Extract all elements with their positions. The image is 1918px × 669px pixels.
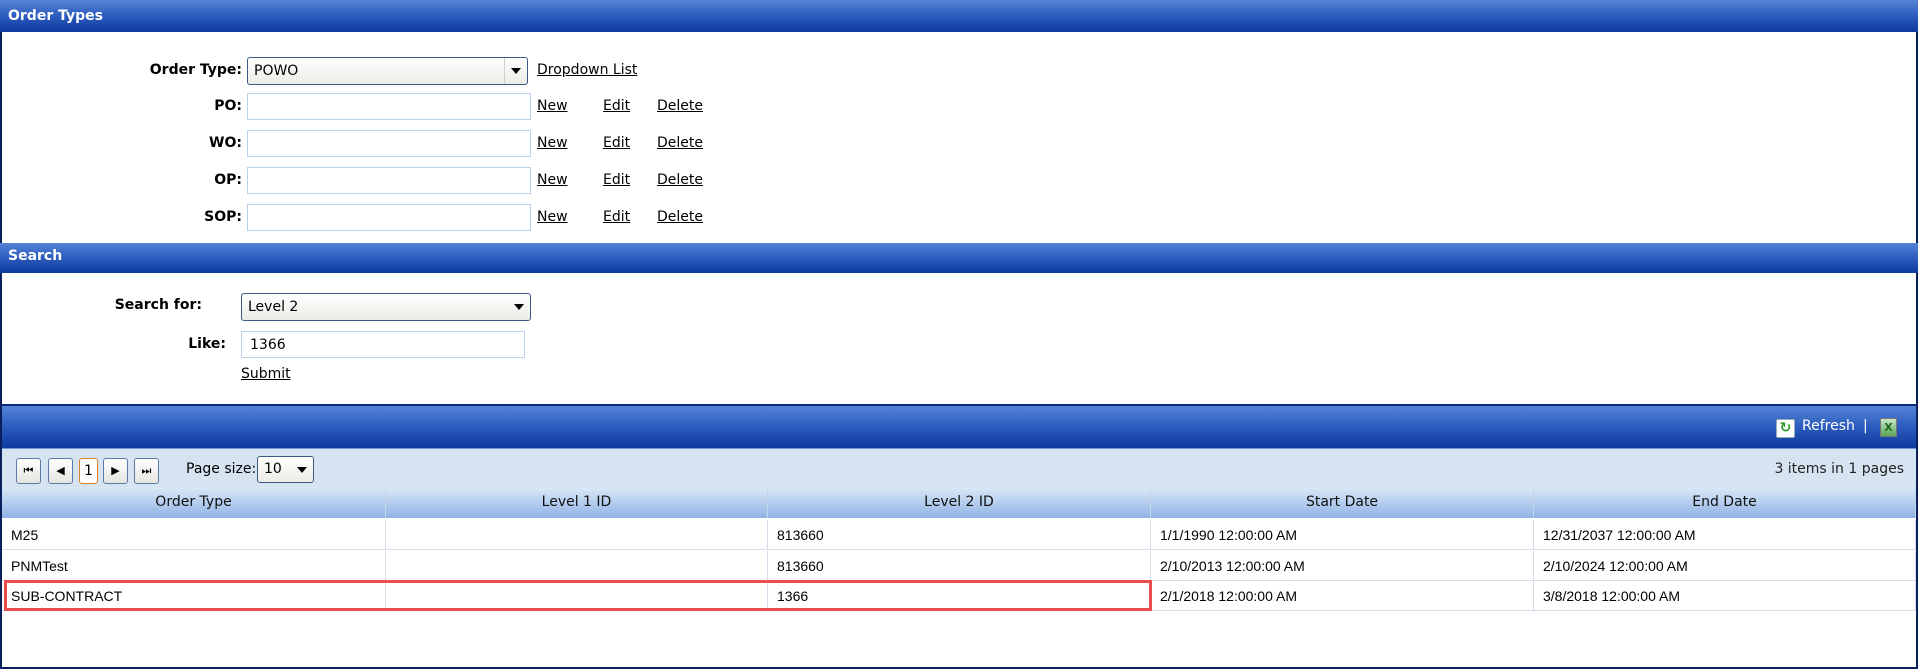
table-cell: 813660 xyxy=(768,550,1151,581)
new-link[interactable]: New xyxy=(537,172,568,188)
sop-label: SOP: xyxy=(204,209,242,225)
table-cell: 2/10/2024 12:00:00 AM xyxy=(1534,550,1916,581)
table-cell: 1/1/1990 12:00:00 AM xyxy=(1151,520,1534,550)
edit-link[interactable]: Edit xyxy=(603,98,631,114)
column-header[interactable]: End Date xyxy=(1534,487,1916,518)
pager-summary: 3 items in 1 pages xyxy=(1774,461,1904,477)
table-cell: 813660 xyxy=(768,520,1151,550)
table-cell xyxy=(386,550,768,581)
op-label: OP: xyxy=(214,172,242,188)
table-cell: 2/10/2013 12:00:00 AM xyxy=(1151,550,1534,581)
excel-export-icon[interactable]: X xyxy=(1880,418,1897,437)
new-link[interactable]: New xyxy=(537,98,568,114)
sop-input[interactable] xyxy=(247,204,531,231)
edit-link[interactable]: Edit xyxy=(603,135,631,151)
table-cell: M25 xyxy=(2,520,386,550)
order-types-header: Order Types xyxy=(0,0,1918,32)
next-page-button[interactable]: ▶ xyxy=(103,458,128,484)
refresh-icon[interactable]: ↻ xyxy=(1776,419,1795,438)
last-page-button[interactable]: ⏭ xyxy=(134,458,159,484)
delete-link[interactable]: Delete xyxy=(657,172,703,188)
table-cell xyxy=(386,520,768,550)
column-header[interactable]: Start Date xyxy=(1151,487,1534,518)
search-header: Search xyxy=(0,243,1918,273)
column-header[interactable]: Order Type xyxy=(2,487,386,518)
order-type-value: POWO xyxy=(254,63,299,79)
prev-page-button[interactable]: ◀ xyxy=(48,458,73,484)
new-link[interactable]: New xyxy=(537,135,568,151)
chevron-down-icon xyxy=(511,68,521,74)
column-header[interactable]: Level 2 ID xyxy=(768,487,1151,518)
submit-link[interactable]: Submit xyxy=(241,366,291,382)
highlight-box xyxy=(4,580,1152,611)
op-input[interactable] xyxy=(247,167,531,194)
wo-input[interactable] xyxy=(247,130,531,157)
page-size-label: Page size: xyxy=(186,461,257,477)
column-header[interactable]: Level 1 ID xyxy=(386,487,768,518)
like-input[interactable] xyxy=(241,331,525,358)
page-size-value: 10 xyxy=(264,461,282,477)
wo-label: WO: xyxy=(209,135,242,151)
table-cell: 3/8/2018 12:00:00 AM xyxy=(1534,581,1916,611)
delete-link[interactable]: Delete xyxy=(657,98,703,114)
search-for-value: Level 2 xyxy=(248,299,299,315)
page-1-button[interactable]: 1 xyxy=(79,458,98,484)
first-page-button[interactable]: ⏮ xyxy=(16,458,41,484)
dropdown-list-link[interactable]: Dropdown List xyxy=(537,62,638,78)
table-cell: 2/1/2018 12:00:00 AM xyxy=(1151,581,1534,611)
grid-toolbar: ↻ Refresh | X xyxy=(2,404,1916,448)
edit-link[interactable]: Edit xyxy=(603,209,631,225)
new-link[interactable]: New xyxy=(537,209,568,225)
edit-link[interactable]: Edit xyxy=(603,172,631,188)
order-type-label: Order Type: xyxy=(149,62,242,78)
page-size-select[interactable]: 10 xyxy=(257,456,314,483)
pager: ⏮ ◀ 1 ▶ ⏭ Page size: 10 3 items in 1 pag… xyxy=(2,448,1916,487)
search-for-label: Search for: xyxy=(114,297,202,313)
po-label: PO: xyxy=(214,98,242,114)
search-for-select[interactable]: Level 2 xyxy=(241,293,531,321)
delete-link[interactable]: Delete xyxy=(657,209,703,225)
chevron-down-icon xyxy=(514,304,524,310)
delete-link[interactable]: Delete xyxy=(657,135,703,151)
table-cell: PNMTest xyxy=(2,550,386,581)
order-type-select[interactable]: POWO xyxy=(247,57,528,85)
chevron-down-icon xyxy=(297,467,307,473)
toolbar-separator: | xyxy=(1863,418,1868,434)
table-cell: 12/31/2037 12:00:00 AM xyxy=(1534,520,1916,550)
refresh-button[interactable]: Refresh xyxy=(1802,418,1855,434)
po-input[interactable] xyxy=(247,93,531,120)
like-label: Like: xyxy=(188,336,226,352)
